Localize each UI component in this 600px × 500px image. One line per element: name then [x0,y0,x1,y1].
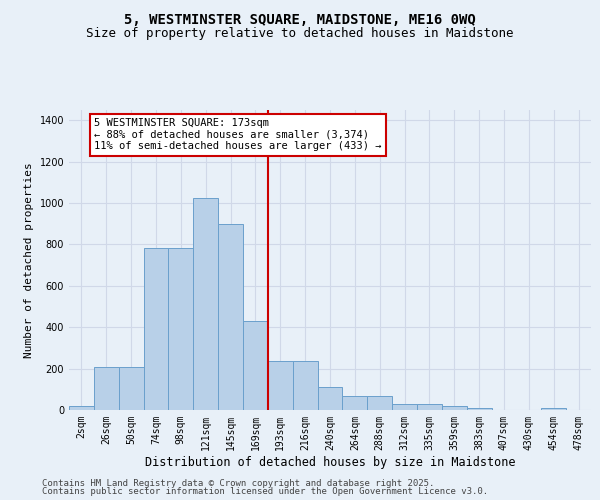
Bar [467,408,491,410]
Bar [94,366,119,410]
Bar [541,408,566,410]
Bar [343,396,367,410]
X-axis label: Distribution of detached houses by size in Maidstone: Distribution of detached houses by size … [145,456,515,468]
Text: 5 WESTMINSTER SQUARE: 173sqm
← 88% of detached houses are smaller (3,374)
11% of: 5 WESTMINSTER SQUARE: 173sqm ← 88% of de… [94,118,382,152]
Bar [218,224,243,410]
Text: Size of property relative to detached houses in Maidstone: Size of property relative to detached ho… [86,28,514,40]
Y-axis label: Number of detached properties: Number of detached properties [24,162,34,358]
Bar [193,198,218,410]
Bar [417,404,442,410]
Text: Contains HM Land Registry data © Crown copyright and database right 2025.: Contains HM Land Registry data © Crown c… [42,478,434,488]
Bar [442,406,467,410]
Bar [268,362,293,410]
Bar [317,387,343,410]
Text: 5, WESTMINSTER SQUARE, MAIDSTONE, ME16 0WQ: 5, WESTMINSTER SQUARE, MAIDSTONE, ME16 0… [124,12,476,26]
Bar [69,406,94,410]
Bar [392,404,417,410]
Bar [243,321,268,410]
Text: Contains public sector information licensed under the Open Government Licence v3: Contains public sector information licen… [42,487,488,496]
Bar [367,396,392,410]
Bar [119,366,143,410]
Bar [293,362,317,410]
Bar [169,248,193,410]
Bar [143,248,169,410]
